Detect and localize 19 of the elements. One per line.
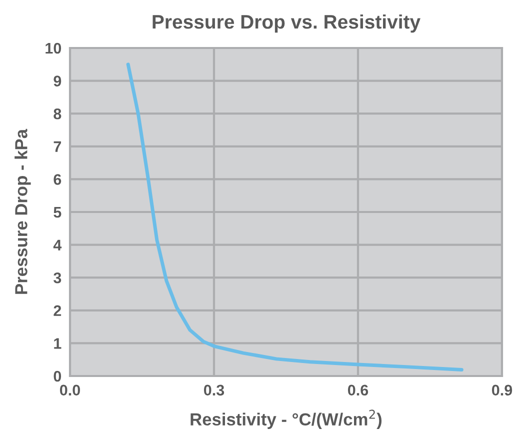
y-tick-label: 0 — [54, 370, 62, 382]
y-axis-title: Pressure Drop - kPa — [14, 128, 31, 294]
y-tick-label: 4 — [53, 240, 62, 250]
y-tick-label: 9 — [54, 76, 62, 86]
chart-title: Pressure Drop vs. Resistivity — [152, 14, 420, 33]
x-axis-title: Resistivity - °C/(W/cm$^{2}$) — [190, 410, 382, 429]
x-tick-label: 0.9 — [492, 384, 512, 396]
x-tick-label: 0.6 — [348, 384, 368, 396]
y-tick-label: 8 — [54, 108, 62, 120]
y-tick-label: 7 — [54, 141, 61, 152]
y-tick-label: 2 — [54, 305, 62, 316]
y-tick-label: 10 — [46, 42, 62, 54]
x-tick-label: 0.0 — [60, 384, 80, 396]
y-tick-label: 5 — [54, 207, 62, 218]
line-series — [126, 62, 464, 372]
y-tick-label: 3 — [54, 272, 62, 284]
y-tick-label: 1 — [54, 338, 62, 349]
x-tick-label: 0.3 — [204, 384, 224, 396]
y-tick-label: 6 — [54, 174, 62, 185]
